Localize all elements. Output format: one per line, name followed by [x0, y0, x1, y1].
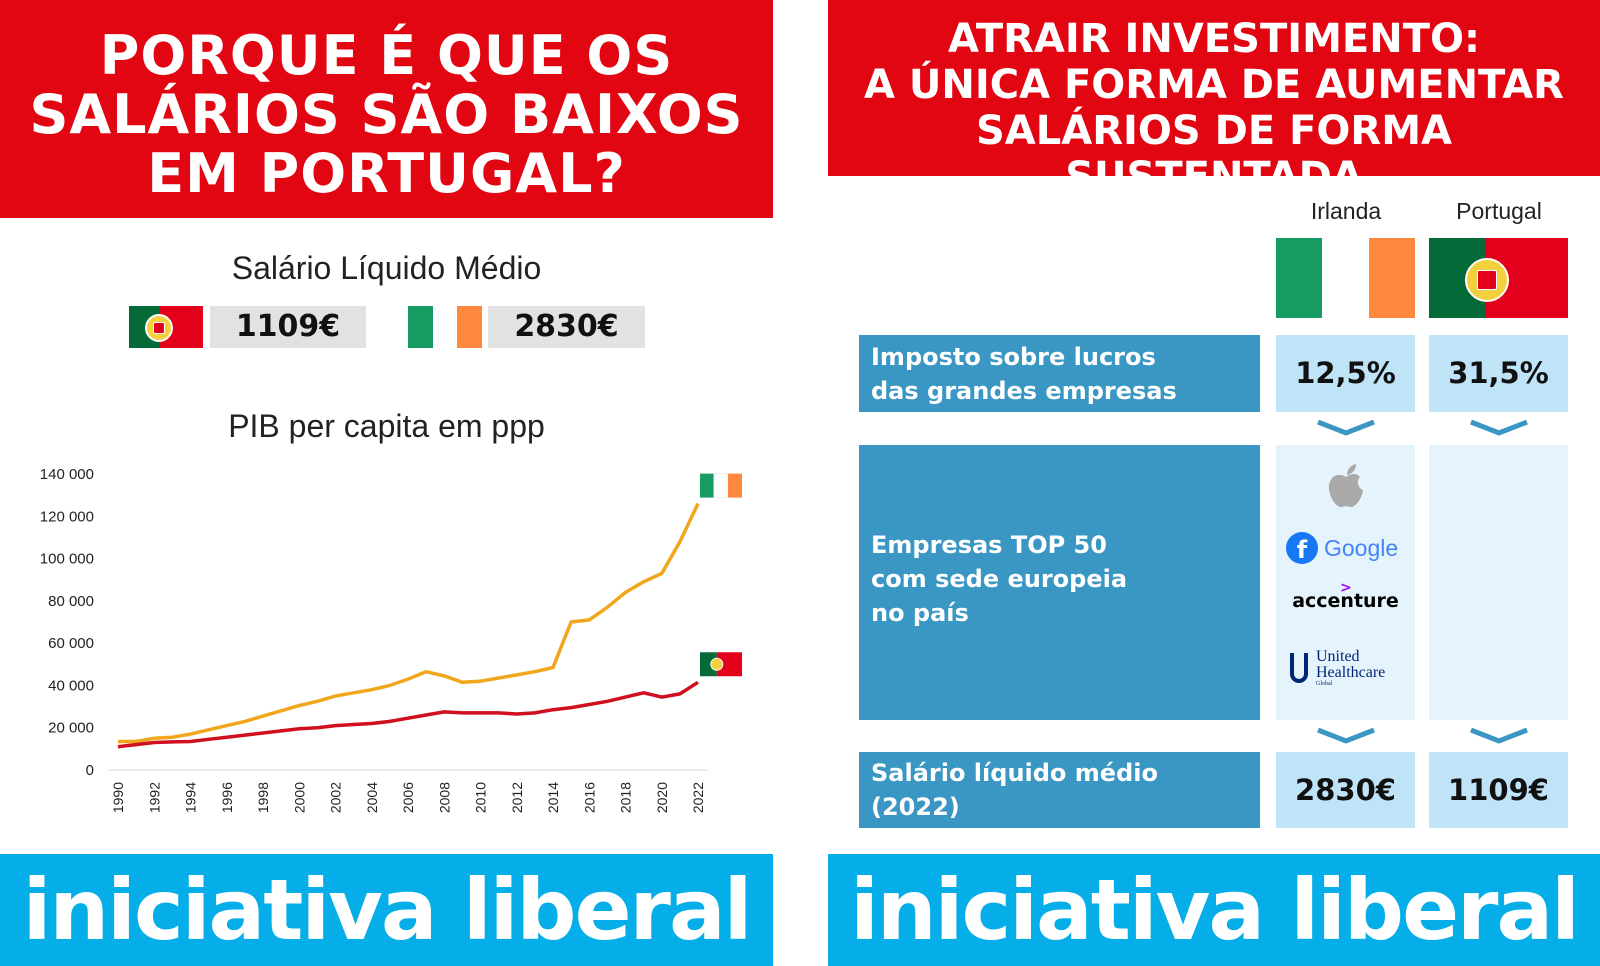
- y-tick-label: 0: [86, 762, 94, 779]
- label-prefix: Empresas: [871, 531, 1011, 559]
- panel-gap: [773, 0, 828, 966]
- apple-logo-icon: [1328, 464, 1363, 508]
- x-tick-label: 2008: [436, 782, 452, 813]
- accenture-logo: accenture: [1292, 590, 1399, 612]
- unitedhealthcare-logo-icon: [1290, 653, 1308, 683]
- x-tick-label: 2014: [545, 782, 561, 813]
- x-tick-label: 2012: [509, 782, 525, 813]
- headline-line-1: PORQUE É QUE OS: [99, 24, 674, 87]
- series-line-irlanda: [118, 502, 700, 744]
- y-tick-label: 80 000: [48, 593, 94, 610]
- x-tick-label: 2018: [618, 782, 634, 813]
- portugal-flag-icon: [1429, 238, 1568, 318]
- x-tick-label: 1996: [219, 782, 235, 813]
- ireland-flag-icon: [728, 473, 742, 498]
- x-tick-label: 2002: [328, 782, 344, 813]
- portugal-flag-icon: [129, 306, 203, 348]
- ireland-flag-icon: [1276, 238, 1415, 318]
- x-tick-label: 1998: [255, 782, 271, 813]
- y-tick-label: 100 000: [40, 551, 94, 568]
- series-line-portugal: [117, 680, 699, 749]
- logo-line: United: [1316, 648, 1360, 665]
- portugal-companies-cell: [1429, 445, 1568, 720]
- headline-line-3: EM PORTUGAL?: [147, 142, 626, 205]
- salary-title: Salário Líquido Médio: [231, 250, 542, 286]
- headline-line-3: SALÁRIOS DE FORMA SUSTENTADA: [976, 108, 1452, 200]
- country-label-ireland: Irlanda: [1310, 198, 1382, 224]
- label-line: Empresas TOP 50: [871, 528, 1260, 562]
- x-tick-label: 2004: [364, 782, 380, 813]
- x-tick-label: 2016: [581, 782, 597, 813]
- x-tick-label: 1990: [110, 782, 126, 813]
- unitedhealthcare-logo: United Healthcare Global: [1316, 649, 1385, 688]
- x-tick-label: 2000: [291, 782, 307, 813]
- label-line: Imposto sobre lucros: [871, 343, 1156, 371]
- right-panel: ATRAIR INVESTIMENTO: A ÚNICA FORMA DE AU…: [828, 0, 1600, 966]
- portugal-shield-icon: [710, 657, 724, 671]
- y-tick-label: 20 000: [48, 720, 94, 737]
- row-top50-label: Empresas TOP 50 com sede europeia no paí…: [859, 445, 1260, 720]
- chevron-down-icon: [1470, 420, 1528, 436]
- y-tick-label: 40 000: [48, 677, 94, 694]
- label-line: com sede europeia: [871, 565, 1128, 593]
- x-tick-label: 2006: [400, 782, 416, 813]
- ireland-flag-icon: [408, 306, 482, 348]
- accenture-chevron-icon: >: [1340, 580, 1352, 596]
- left-panel: ​ PORQUE É QUE OS SALÁRIOS SÃO BAIXOS EM…: [0, 0, 773, 966]
- gdp-line-chart: 0 20 000 40 000 60 000 80 000 100 000 120 000 1…: [40, 466, 742, 813]
- y-tick-label: 120 000: [40, 508, 94, 525]
- headline-line-1: ATRAIR INVESTIMENTO:: [947, 16, 1480, 62]
- salary-portugal: 1109€: [210, 306, 366, 348]
- left-headline-banner: PORQUE É QUE OS SALÁRIOS SÃO BAIXOS EM P…: [0, 0, 773, 218]
- ireland-flag-icon: [700, 473, 714, 498]
- label-line: (2022): [871, 793, 960, 821]
- logo-line: Global: [1316, 681, 1333, 687]
- row-corporate-tax-label: Imposto sobre lucros das grandes empresa…: [859, 335, 1260, 412]
- label-line: no país: [871, 599, 969, 627]
- chart-title: PIB per capita em ppp: [228, 408, 545, 444]
- x-tick-label: 1994: [183, 782, 199, 813]
- google-logo: Google: [1324, 535, 1399, 561]
- headline-line-2: A ÚNICA FORMA DE AUMENTAR: [864, 62, 1564, 108]
- label-bold: TOP 50: [1010, 531, 1107, 559]
- salary-portugal-value: 1109€: [1429, 752, 1568, 828]
- row-net-salary-label: Salário líquido médio (2022): [859, 752, 1260, 828]
- x-tick-label: 2022: [690, 782, 706, 813]
- right-headline-banner: ATRAIR INVESTIMENTO: A ÚNICA FORMA DE AU…: [828, 0, 1600, 200]
- iniciativa-liberal-logo: iniciativa liberal: [0, 854, 773, 966]
- label-line: das grandes empresas: [871, 377, 1177, 405]
- logo-line: Healthcare: [1316, 664, 1386, 681]
- ireland-flag-icon: [713, 473, 729, 499]
- y-tick-label: 140 000: [40, 466, 94, 483]
- iniciativa-liberal-logo: iniciativa liberal: [828, 854, 1600, 966]
- country-label-portugal: Portugal: [1456, 198, 1542, 224]
- chevron-down-icon: [1317, 420, 1375, 436]
- portugal-flag-icon: [700, 652, 717, 677]
- label-line: Salário líquido médio: [871, 759, 1158, 787]
- salary-ireland: 2830€: [488, 306, 645, 348]
- y-tick-label: 60 000: [48, 635, 94, 652]
- ireland-companies-cell: f Google accenture > United Healthcare G…: [1276, 445, 1415, 720]
- x-tick-label: 1992: [146, 782, 162, 813]
- facebook-logo-icon: f: [1286, 532, 1318, 564]
- salary-ireland-value: 2830€: [1276, 752, 1415, 828]
- tax-ireland-value: 12,5%: [1276, 335, 1415, 412]
- chevron-down-icon: [1317, 728, 1375, 744]
- chevron-down-icon: [1470, 728, 1528, 744]
- tax-portugal-value: 31,5%: [1429, 335, 1568, 412]
- headline-line-2: SALÁRIOS SÃO BAIXOS: [29, 83, 744, 146]
- x-tick-label: 2020: [654, 782, 670, 813]
- x-tick-label: 2010: [473, 782, 489, 813]
